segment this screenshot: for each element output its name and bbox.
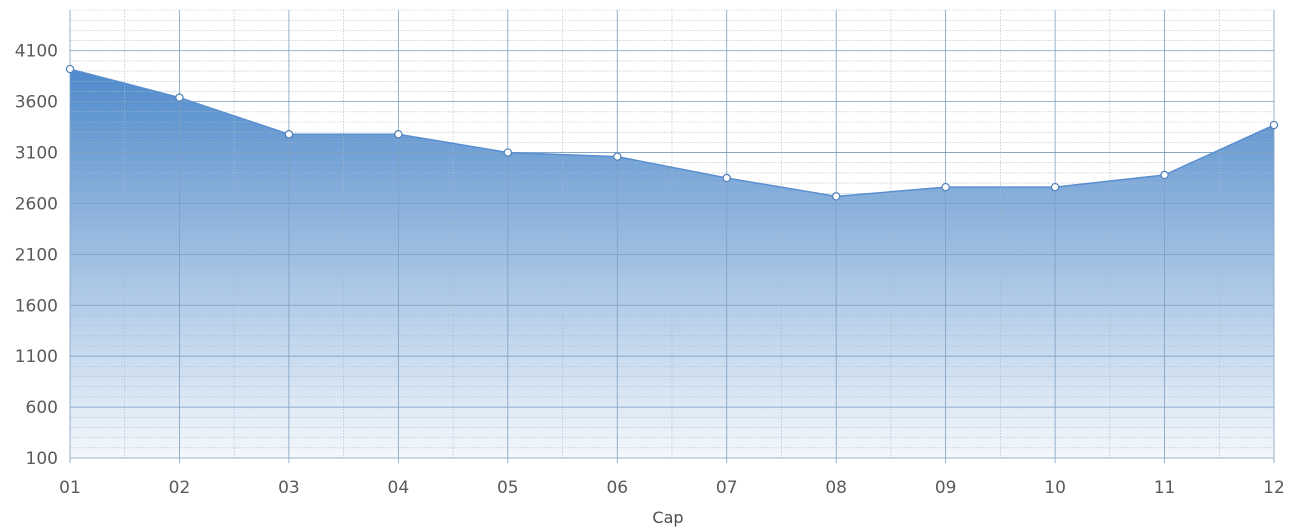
area-fill: [70, 69, 1274, 459]
x-tick-label: 10: [1044, 478, 1066, 498]
x-tick-label: 11: [1154, 478, 1176, 498]
y-tick-label: 1100: [15, 347, 58, 367]
data-point: [503, 148, 513, 157]
data-point: [394, 130, 403, 139]
data-markers: [65, 64, 1279, 201]
x-tick-label: 04: [388, 478, 410, 498]
y-axis: 100 600 1100 1600 2100 2600 3100 3600 4100: [15, 42, 58, 469]
y-tick-label: 3100: [15, 144, 58, 164]
x-tick-label: 02: [169, 478, 191, 498]
data-point: [1050, 182, 1060, 192]
x-tick-label: 12: [1263, 478, 1285, 498]
data-point: [831, 192, 841, 201]
x-tick-label: 09: [935, 478, 957, 498]
series-line: [69, 68, 1275, 198]
x-tick-label: 08: [825, 478, 847, 498]
x-tick-label: 06: [606, 478, 628, 498]
major-grid: [69, 10, 1275, 459]
data-point: [284, 130, 294, 139]
data-point: [941, 182, 950, 192]
data-point: [65, 64, 75, 74]
x-tick-label: 03: [278, 478, 300, 498]
data-point: [1269, 120, 1279, 130]
y-tick-label: 2100: [15, 245, 58, 265]
x-tick-label: 07: [716, 478, 738, 498]
x-axis-title: Cap: [652, 508, 683, 527]
x-axis: 01 02 03 04 05 06 07 08 09 10 11 12: [59, 458, 1285, 498]
data-point: [613, 152, 622, 161]
y-tick-label: 600: [26, 398, 58, 418]
y-tick-label: 4100: [15, 42, 58, 62]
data-point: [722, 173, 731, 183]
x-tick-label: 05: [497, 478, 519, 498]
y-tick-label: 1600: [15, 296, 58, 316]
y-tick-label: 2600: [15, 194, 58, 214]
minor-grid: [70, 9, 1274, 459]
data-point: [1160, 170, 1169, 180]
plot-area: [65, 9, 1279, 459]
data-point: [175, 93, 184, 102]
y-tick-label: 100: [26, 449, 58, 469]
x-tick-label: 01: [59, 478, 81, 498]
y-tick-label: 3600: [15, 93, 58, 113]
